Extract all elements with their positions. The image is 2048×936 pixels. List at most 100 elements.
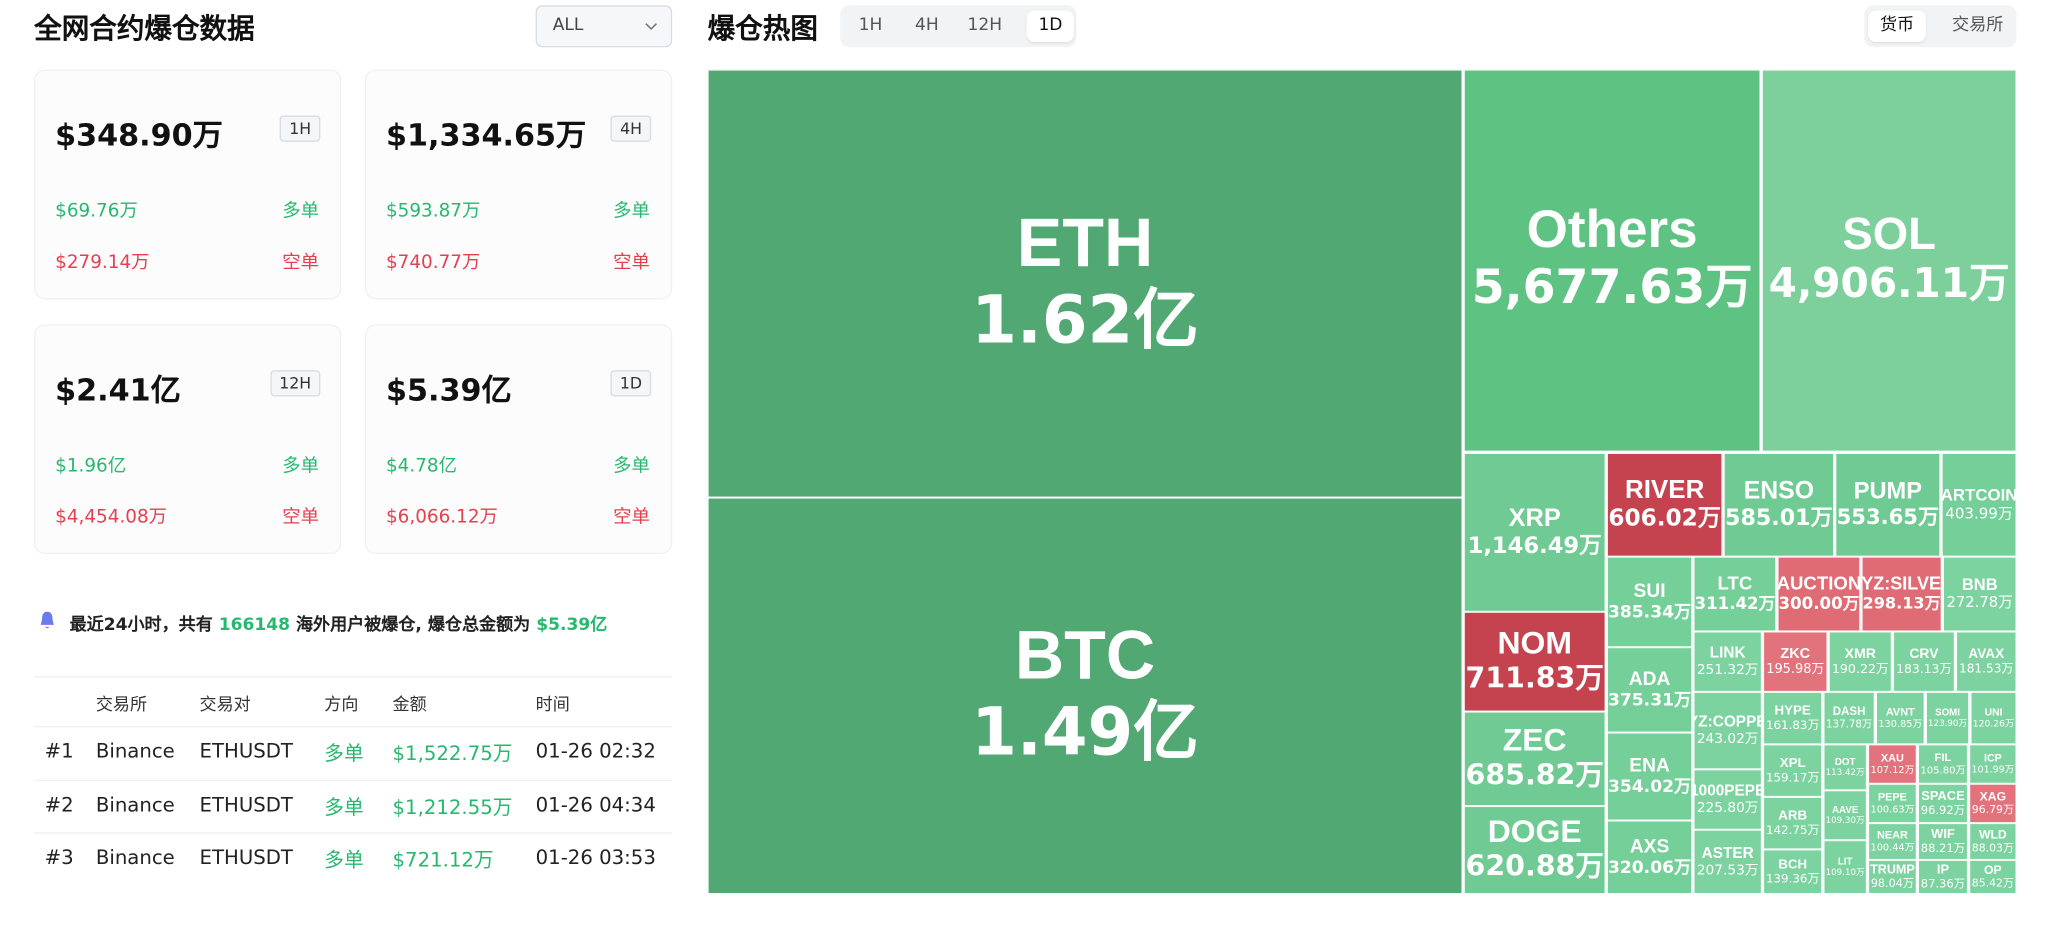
filter-select[interactable]: ALL: [535, 5, 673, 48]
tile-bg: [1463, 711, 1606, 807]
short-label: 空单: [613, 252, 650, 274]
view-tab[interactable]: 货币: [1868, 10, 1926, 43]
long-value: $4.78亿: [385, 455, 457, 477]
tile-bg: [1918, 823, 1968, 860]
table-cell: Binance: [95, 792, 175, 817]
period-tab[interactable]: 1H: [858, 15, 883, 36]
tile-bg: [1693, 691, 1762, 770]
tile-value: 183.13万: [1896, 661, 1952, 676]
tile-bg: [1893, 631, 1955, 692]
tile-name: XAU: [1881, 752, 1904, 764]
tile-name: AAVE: [1832, 805, 1859, 816]
tile-value: 96.79万: [1972, 803, 2014, 816]
period-tab[interactable]: 12H: [967, 15, 1003, 36]
tile-value: 96.92万: [1921, 803, 1965, 817]
period-tab[interactable]: 4H: [915, 15, 939, 36]
tile-bg: [1969, 859, 2017, 895]
tile-name: XYZ:SILVER: [1849, 573, 1954, 593]
tile-value: 320.06万: [1608, 858, 1691, 878]
tile-name: NOM: [1497, 624, 1571, 660]
tile-value: 98.04万: [1871, 877, 1914, 890]
tile-name: PUMP: [1854, 479, 1922, 505]
tile-value: 354.02万: [1608, 777, 1691, 797]
long-label: 多单: [282, 455, 320, 477]
table-header: 交易所: [95, 695, 148, 716]
tile-name: OP: [1984, 863, 2002, 877]
tile-bg: [1763, 744, 1823, 797]
chevron: [645, 23, 657, 30]
card-total: $1,334.65万: [385, 119, 587, 154]
tile-bg: [1606, 556, 1693, 648]
tile-value: 5,677.63万: [1472, 260, 1753, 315]
tile-name: SOMI: [1935, 708, 1960, 719]
tile-bg: [1463, 611, 1606, 712]
tile-name: SOL: [1842, 208, 1936, 259]
tile-value: 101.99万: [1972, 764, 2015, 775]
bell-icon: [40, 611, 54, 629]
tile-bg: [1925, 691, 1970, 745]
table-cell: ETHUSDT: [199, 739, 293, 763]
table-cell: #3: [44, 845, 74, 870]
tile-value: 1,146.49万: [1468, 533, 1602, 559]
stat-card: $5.39亿 1D $4.78亿 多单 $6,066.12万 空单: [364, 324, 673, 555]
tile-name: ASTER: [1702, 845, 1754, 862]
table-rule: [34, 676, 673, 678]
tile-name: ENA: [1629, 756, 1670, 777]
tile-value: 113.42万: [1826, 768, 1865, 778]
tile-value: 4,906.11万: [1769, 259, 2010, 307]
short-value: $279.14万: [55, 252, 150, 274]
tile-bg: [707, 69, 1463, 498]
tile-bg: [1463, 806, 1606, 895]
short-label: 空单: [282, 506, 320, 528]
tile-value: 88.03万: [1972, 841, 2014, 854]
table-cell: 01-26 04:34: [535, 792, 656, 817]
tile-bg: [1693, 631, 1762, 692]
tile-bg: [1918, 859, 1968, 895]
tile-bg: [1693, 769, 1762, 830]
tile-bg: [707, 497, 1463, 895]
long-label: 多单: [282, 200, 320, 222]
short-label: 空单: [613, 506, 650, 528]
short-label: 空单: [282, 252, 320, 274]
tile-bg: [1606, 820, 1693, 895]
tile-name: HYPE: [1775, 703, 1811, 718]
tile-value: 181.53万: [1959, 662, 2014, 676]
tile-name: TRUMP: [1870, 863, 1915, 877]
tile-value: 107.12万: [1870, 765, 1914, 776]
tile-value: 606.02万: [1608, 505, 1721, 532]
tile-value: 251.32万: [1697, 662, 1759, 678]
tile-name: DOT: [1835, 757, 1856, 768]
tile-value: 161.83万: [1766, 718, 1819, 732]
notice-amount: $5.39亿: [536, 615, 608, 636]
tile-name: XAG: [1980, 789, 2006, 803]
tile-value: 300.00万: [1779, 594, 1860, 613]
tile-bg: [1969, 783, 2017, 824]
tile-value: 207.53万: [1697, 862, 1759, 878]
period-tab[interactable]: 1D: [1026, 10, 1075, 43]
tile-bg: [1868, 859, 1917, 895]
tile-name: ENSO: [1744, 477, 1814, 504]
tile-bg: [1868, 744, 1917, 784]
view-tab[interactable]: 交易所: [1952, 15, 2004, 36]
table-cell: 01-26 03:53: [535, 845, 656, 870]
short-value: $4,454.08万: [55, 506, 168, 528]
tile-value: 120.26万: [1973, 718, 2014, 729]
tile-bg: [1606, 732, 1693, 821]
tile-name: AUCTION: [1777, 572, 1862, 593]
tile-bg: [1942, 556, 2017, 632]
tile-value: 403.99万: [1945, 505, 2013, 523]
tile-bg: [1823, 840, 1867, 895]
